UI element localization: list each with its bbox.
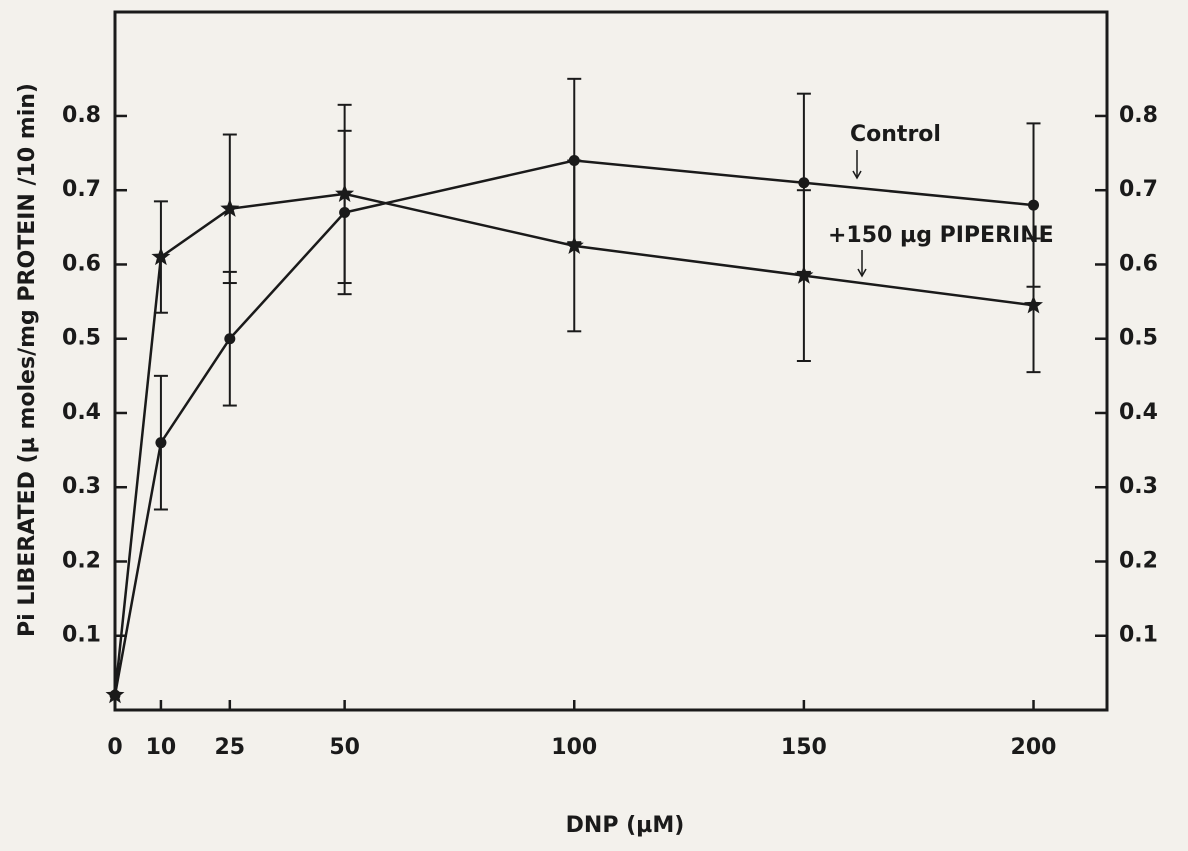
series-label: +150 µg PIPERINE [828, 223, 1054, 248]
x-tick-label: 0 [107, 735, 122, 760]
y-tick-label: 0.1 [62, 623, 101, 648]
y2-tick-label: 0.2 [1119, 548, 1158, 573]
circle-marker [224, 333, 235, 344]
y-tick-label: 0.2 [62, 548, 101, 573]
circle-marker [798, 177, 809, 188]
y2-tick-label: 0.6 [1119, 251, 1158, 276]
y-axis-label: Pi LIBERATED (µ moles/mg PROTEIN /10 min… [15, 83, 40, 637]
y2-tick-label: 0.7 [1119, 177, 1158, 202]
y2-tick-label: 0.8 [1119, 103, 1158, 128]
x-tick-label: 150 [781, 735, 827, 760]
y2-tick-label: 0.5 [1119, 326, 1158, 351]
y-tick-label: 0.3 [62, 474, 101, 499]
y-tick-label: 0.6 [62, 251, 101, 276]
x-tick-label: 50 [329, 735, 360, 760]
y-tick-label: 0.5 [62, 326, 101, 351]
x-tick-label: 200 [1011, 735, 1057, 760]
x-tick-label: 10 [146, 735, 177, 760]
series-label: Control [850, 122, 941, 147]
y-tick-label: 0.7 [62, 177, 101, 202]
y2-tick-label: 0.1 [1119, 623, 1158, 648]
y-tick-label: 0.8 [62, 103, 101, 128]
y-tick-label: 0.4 [62, 400, 101, 425]
y2-tick-label: 0.4 [1119, 400, 1158, 425]
circle-marker [1028, 200, 1039, 211]
chart: DNP (µM) Pi LIBERATED (µ moles/mg PROTEI… [0, 0, 1188, 851]
x-tick-label: 25 [215, 735, 246, 760]
plot-frame [115, 12, 1107, 710]
x-tick-label: 100 [551, 735, 597, 760]
circle-marker [155, 437, 166, 448]
y2-tick-label: 0.3 [1119, 474, 1158, 499]
x-axis-label: DNP (µM) [566, 813, 685, 838]
